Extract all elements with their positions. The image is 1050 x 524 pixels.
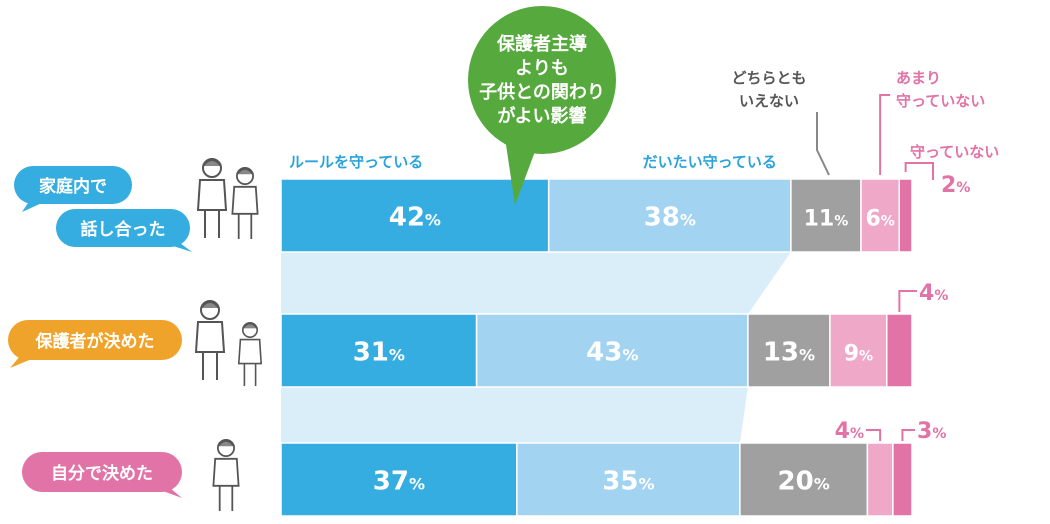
data-label: 43% [586,338,638,368]
legend-label-1: だいたい守っている [643,153,777,171]
callout-line-1: よりも [515,58,569,79]
data-label: 31% [353,338,405,368]
data-label: 13% [763,338,815,368]
bar-segment [280,313,478,388]
category-label-0b: 話し合った [81,219,166,240]
legend-label-2b: いえない [739,92,799,110]
leader-line [879,94,891,175]
category-bubble [8,320,182,360]
data-label-outside: 4% [835,419,864,444]
leader-line [904,162,934,180]
person-icon [196,158,228,238]
data-label: 11% [804,207,849,232]
data-label-outside: 2% [941,173,970,198]
callout-line-0: 保護者主導 [496,33,587,55]
leader-line [901,429,915,441]
data-label: 20% [778,467,830,497]
bubble-tail [170,243,192,252]
data-label: 42% [389,203,441,233]
legend-label-3b: 守っていない [896,92,985,110]
bar-segment [898,178,913,253]
bar-segment [886,313,913,388]
connector-band [281,387,748,443]
legend-label-2a: どちらとも [731,69,806,87]
connector-band [281,252,791,314]
callout-bubble [468,6,616,154]
legend-label-4: 守っていない [910,143,999,161]
data-label: 35% [602,467,654,497]
bubble-tail [160,488,182,498]
callout-line-3: がよい影響 [497,105,586,127]
category-bubble [56,209,190,247]
data-label-outside: 3% [917,419,946,444]
person-icon [237,321,263,387]
data-label: 6% [865,207,894,232]
bar-segment [790,178,862,253]
category-label-0a: 家庭内で [39,176,107,197]
leader-line [816,112,830,176]
bar-segment [516,442,741,517]
category-bubble [14,166,132,204]
bar-segment [280,442,518,517]
bar-segment [475,313,749,388]
legend-label-3a: あまり [896,69,941,87]
data-label-outside: 4% [919,281,948,306]
legend-label-0: ルールを守っている [289,153,423,171]
bar-segment [747,313,831,388]
callout-line-2: 子供との関わり [479,81,605,103]
person-icon [212,438,240,512]
category-label-2: 自分で決めた [51,463,153,484]
person-icon [231,166,259,240]
leader-line [898,290,917,312]
data-label: 37% [373,467,425,497]
callout-tail [505,138,540,205]
category-bubble [22,452,182,492]
bubble-tail [10,356,34,368]
bar-segment [866,442,894,517]
bar-segment [892,442,913,517]
data-label: 38% [644,203,696,233]
person-icon [194,300,226,380]
category-label-1: 保護者が決めた [35,331,155,352]
data-label: 9% [844,342,873,367]
bar-segment [280,178,550,253]
bar-segment [829,313,888,388]
bubble-tail [22,200,44,212]
bar-segment [547,178,792,253]
leader-line [866,429,882,441]
